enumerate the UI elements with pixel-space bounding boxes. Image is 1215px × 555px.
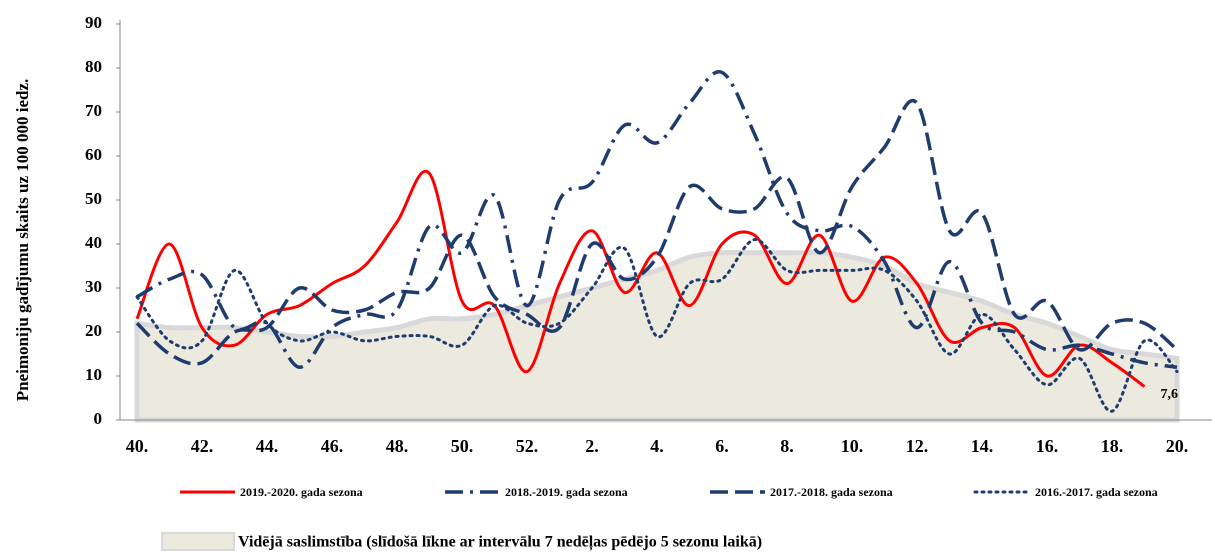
data-label: 7,6 (1161, 387, 1179, 402)
x-tick-label: 50. (451, 436, 474, 456)
legend-label: 2019.-2020. gada sezona (240, 485, 363, 499)
legend-label: 2017.-2018. gada sezona (770, 485, 893, 499)
x-tick-label: 10. (841, 436, 864, 456)
y-tick-label: 0 (94, 409, 103, 428)
x-tick-label: 20. (1166, 436, 1189, 456)
x-tick-label: 14. (971, 436, 994, 456)
legend-label: Vidējā saslimstība (slīdošā līkne ar int… (238, 534, 762, 552)
x-tick-label: 8. (780, 436, 794, 456)
line (135, 238, 1179, 413)
legend-swatch (161, 532, 235, 551)
y-axis-title: Pneimoniju gadījumu skaits uz 100 000 ie… (13, 79, 32, 402)
y-tick-label: 70 (85, 101, 102, 120)
x-tick-label: 44. (256, 436, 279, 456)
y-tick-label: 50 (85, 189, 102, 208)
y-tick-label: 30 (85, 277, 102, 296)
y-tick-label: 40 (85, 233, 102, 252)
x-tick-label: 18. (1101, 436, 1124, 456)
x-tick-label: 4. (650, 436, 664, 456)
line (135, 98, 1179, 366)
x-tick-label: 40. (126, 436, 149, 456)
y-tick-label: 80 (85, 57, 102, 76)
x-tick-label: 12. (906, 436, 929, 456)
x-tick-label: 46. (321, 436, 344, 456)
legend-label: 2018.-2019. gada sezona (505, 485, 628, 499)
y-tick-label: 60 (85, 145, 102, 164)
legend-label: 2016.-2017. gada sezona (1035, 485, 1158, 499)
y-tick-label: 10 (85, 365, 102, 384)
x-tick-label: 2. (585, 436, 599, 456)
x-tick-label: 16. (1036, 436, 1059, 456)
x-tick-label: 52. (516, 436, 539, 456)
line (136, 70, 1178, 369)
x-tick-label: 6. (715, 436, 729, 456)
y-tick-label: 90 (85, 13, 102, 32)
line (135, 169, 1146, 388)
y-tick-label: 20 (85, 321, 102, 340)
x-tick-label: 42. (191, 436, 214, 456)
x-tick-label: 48. (386, 436, 409, 456)
